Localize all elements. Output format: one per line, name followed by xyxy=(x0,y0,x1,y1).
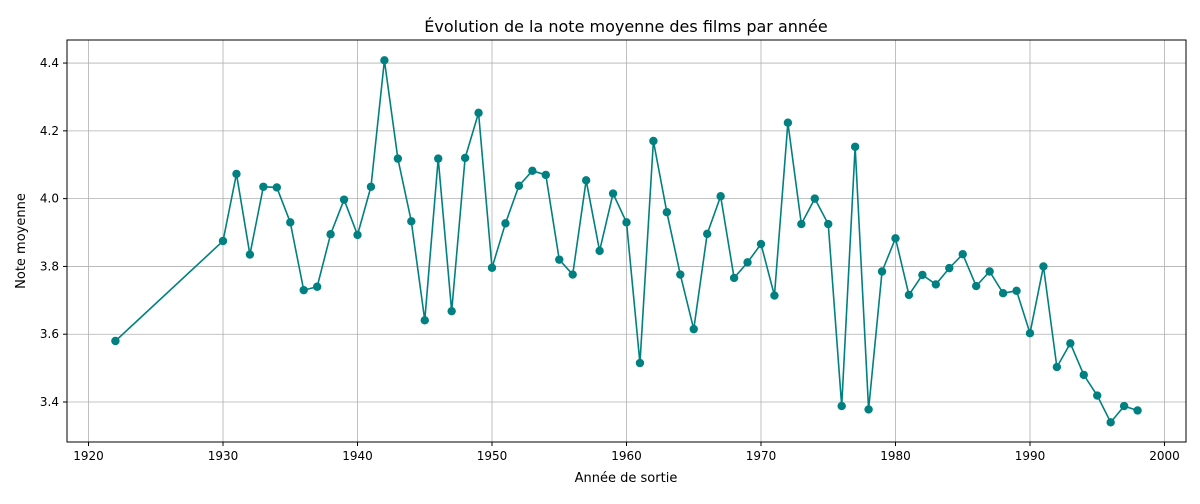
data-point xyxy=(864,405,873,414)
data-point xyxy=(703,229,712,239)
data-point xyxy=(783,118,793,127)
data-point xyxy=(931,280,941,289)
data-point xyxy=(259,182,268,191)
series xyxy=(111,56,1142,427)
data-point xyxy=(649,136,658,146)
data-point xyxy=(501,219,510,228)
x-tick-label: 2000 xyxy=(1149,449,1180,463)
series-line xyxy=(114,60,1138,424)
data-point xyxy=(393,154,403,163)
data-point xyxy=(1012,286,1021,296)
data-point xyxy=(111,336,120,346)
data-point xyxy=(837,401,846,411)
data-point xyxy=(676,270,685,279)
x-tick-label: 1940 xyxy=(342,449,373,463)
data-point xyxy=(312,282,322,291)
y-tick-label: 3.8 xyxy=(40,259,59,273)
data-point xyxy=(810,194,819,203)
data-point xyxy=(272,183,282,192)
data-point xyxy=(904,290,914,300)
data-point xyxy=(245,250,255,259)
data-point xyxy=(622,218,631,227)
data-point xyxy=(850,142,860,151)
x-tick-label: 1920 xyxy=(73,449,104,463)
data-point xyxy=(568,270,577,279)
y-tick-label: 4.4 xyxy=(40,56,59,70)
data-point xyxy=(635,358,645,368)
y-tick-label: 3.4 xyxy=(40,395,59,409)
data-point xyxy=(662,207,672,217)
data-point xyxy=(286,218,295,227)
data-point xyxy=(1106,418,1115,427)
chart-title: Évolution de la note moyenne des films p… xyxy=(424,17,828,36)
data-point xyxy=(998,289,1008,298)
y-axis-label: Note moyenne xyxy=(14,193,29,289)
x-tick-label: 1930 xyxy=(208,449,239,463)
data-point xyxy=(420,316,429,325)
data-point xyxy=(380,56,389,65)
x-tick-label: 1950 xyxy=(477,449,508,463)
data-point xyxy=(1052,362,1062,372)
x-tick-label: 1960 xyxy=(611,449,642,463)
data-point xyxy=(514,181,524,190)
data-point xyxy=(945,263,954,273)
axis-ticks: 1920 1930 1940 1950 1960 1970 1980 1990 2000 3.4 3… xyxy=(40,56,1180,463)
data-point xyxy=(877,267,887,276)
x-axis-label: Année de sortie xyxy=(575,471,678,486)
data-point xyxy=(541,170,550,180)
y-tick-label: 4.2 xyxy=(40,124,59,138)
data-point xyxy=(716,192,725,201)
data-point xyxy=(555,255,564,264)
data-point xyxy=(434,154,443,163)
data-point xyxy=(487,263,497,272)
data-point xyxy=(797,219,806,229)
data-point xyxy=(326,230,335,239)
data-point xyxy=(1039,262,1048,271)
data-point xyxy=(689,324,698,334)
data-point xyxy=(1025,329,1035,338)
data-point xyxy=(958,250,967,259)
data-point xyxy=(985,267,994,276)
data-point xyxy=(353,230,362,240)
data-point xyxy=(1079,370,1088,380)
data-point xyxy=(299,285,308,295)
x-tick-label: 1980 xyxy=(880,449,911,463)
data-point xyxy=(1119,401,1129,411)
grid xyxy=(67,40,1186,442)
data-point xyxy=(971,281,981,291)
data-point xyxy=(407,217,416,226)
y-tick-label: 3.6 xyxy=(40,327,59,341)
data-point xyxy=(756,239,766,249)
x-tick-label: 1990 xyxy=(1015,449,1046,463)
data-point xyxy=(1133,406,1142,415)
x-tick-label: 1970 xyxy=(746,449,777,463)
data-point xyxy=(1093,391,1102,400)
data-point xyxy=(474,108,483,118)
data-point xyxy=(595,246,604,256)
data-point xyxy=(447,306,456,316)
data-point xyxy=(339,195,349,204)
data-point xyxy=(1066,339,1075,348)
data-point xyxy=(581,176,591,185)
data-point xyxy=(366,182,376,191)
data-point xyxy=(891,234,900,243)
data-point xyxy=(528,166,537,176)
data-point xyxy=(460,153,470,163)
data-point xyxy=(729,273,739,283)
data-point xyxy=(770,291,779,300)
data-point xyxy=(918,270,927,280)
data-point xyxy=(218,236,228,246)
data-point xyxy=(824,219,833,229)
data-point xyxy=(743,258,752,267)
y-tick-label: 4.0 xyxy=(40,192,59,206)
data-point xyxy=(608,189,618,198)
data-point xyxy=(232,169,241,179)
